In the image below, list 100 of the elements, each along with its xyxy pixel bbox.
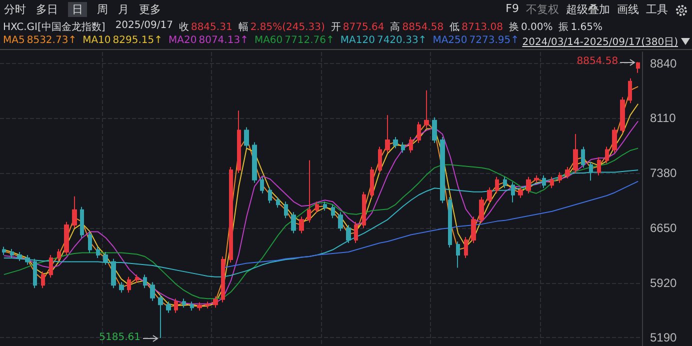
candlestick <box>205 301 210 309</box>
y-tick-label: 6650 <box>650 220 678 235</box>
text: 换 0.00% <box>508 22 553 33</box>
text: 8532.73↑ <box>26 35 77 46</box>
annotation: 8854.58 <box>576 56 618 68</box>
candlestick <box>299 216 304 234</box>
candlestick <box>315 201 319 214</box>
candlestick <box>370 166 374 198</box>
candlestick <box>362 191 366 228</box>
text: 8074.13↑ <box>198 35 248 46</box>
candlestick <box>268 186 272 204</box>
text: 2025/09/17 <box>115 20 173 31</box>
text: 不复权 <box>526 2 559 17</box>
candlestick <box>354 221 358 244</box>
candlestick <box>542 174 546 189</box>
y-tick-label: 5190 <box>650 330 678 345</box>
candlestick <box>182 298 186 308</box>
candlestick <box>424 90 429 128</box>
candlestick <box>284 201 288 219</box>
candlestick <box>620 96 625 134</box>
text: 周 <box>97 2 108 17</box>
candlestick <box>88 231 92 254</box>
candlestick <box>80 206 84 238</box>
text: 更多 <box>139 2 161 17</box>
candlestick <box>166 301 171 314</box>
candlestick <box>57 248 61 262</box>
text: MA120 <box>340 35 375 46</box>
text: MA60 <box>254 35 283 46</box>
text: 多日 <box>36 2 58 17</box>
candlestick <box>479 196 484 224</box>
candlestick <box>190 301 194 312</box>
candlestick <box>41 271 45 289</box>
candlestick <box>2 246 6 256</box>
candlestick <box>605 146 609 164</box>
text: 7712.76↑ <box>284 35 334 46</box>
y-tick-label: 5920 <box>650 276 678 290</box>
candlestick <box>401 142 405 154</box>
candlestick <box>213 296 218 308</box>
candlestick <box>495 176 499 194</box>
text: 振 1.65% <box>558 22 603 33</box>
candlestick <box>636 62 640 74</box>
line-series <box>3 170 639 278</box>
candlestick <box>307 160 311 224</box>
text: 7420.33↑ <box>376 35 427 46</box>
candlestick <box>518 186 523 198</box>
line-series <box>222 180 639 268</box>
candlestick <box>244 126 249 149</box>
candlestick <box>119 282 124 294</box>
text: 开 8775.64 <box>330 22 384 33</box>
candlestick <box>103 252 108 266</box>
candlestick <box>456 240 460 268</box>
candlestick <box>323 201 327 212</box>
candlestick <box>471 216 476 244</box>
candlestick <box>10 248 14 259</box>
candlestick <box>393 136 398 149</box>
text: MA20 <box>168 35 197 46</box>
candlestick <box>221 256 225 303</box>
text: 超级叠加 <box>566 2 610 17</box>
candlestick <box>378 146 382 174</box>
candlestick <box>503 176 507 189</box>
candlestick <box>534 174 539 184</box>
candlestick <box>526 176 531 194</box>
candlestick <box>464 236 468 259</box>
text: F9 <box>506 2 519 15</box>
candlestick <box>558 172 562 184</box>
candlestick <box>417 121 421 144</box>
text: 高 8854.58 <box>390 22 444 33</box>
candlestick <box>448 196 452 248</box>
candlestick <box>237 110 241 174</box>
candlestick <box>487 186 492 204</box>
candlestick <box>96 246 100 259</box>
candlestick <box>573 133 578 174</box>
candlestick <box>597 156 601 176</box>
text: 低 8713.08 <box>450 22 503 33</box>
candlestick <box>143 274 147 289</box>
text: MA5 <box>3 35 25 46</box>
text: 月 <box>118 2 129 17</box>
line-series <box>3 148 639 300</box>
candlestick <box>25 254 30 266</box>
candlestick <box>127 276 131 294</box>
candlestick <box>581 146 585 168</box>
candlestick <box>565 166 570 179</box>
candlestick <box>158 294 163 339</box>
annotation: 5185.61 <box>99 332 140 344</box>
candlestick <box>550 176 554 189</box>
y-tick-label: 8840 <box>650 56 678 70</box>
y-tick-label: 7380 <box>650 166 678 180</box>
candlestick <box>440 136 445 204</box>
candlestick <box>17 252 22 262</box>
text: 8295.15↑ <box>112 35 163 46</box>
text: 幅 2.85%(245.33) <box>238 22 325 33</box>
candlestick <box>589 161 593 182</box>
text: 收 8845.31 <box>178 22 232 33</box>
text: 2024/03/14-2025/09/17(380日) <box>522 36 678 49</box>
text: 画线 <box>617 2 639 17</box>
candlestick <box>197 302 202 312</box>
candlestick <box>409 136 413 154</box>
candlestick <box>276 196 280 208</box>
candlestick <box>260 176 264 194</box>
text: 分时 <box>4 2 26 17</box>
